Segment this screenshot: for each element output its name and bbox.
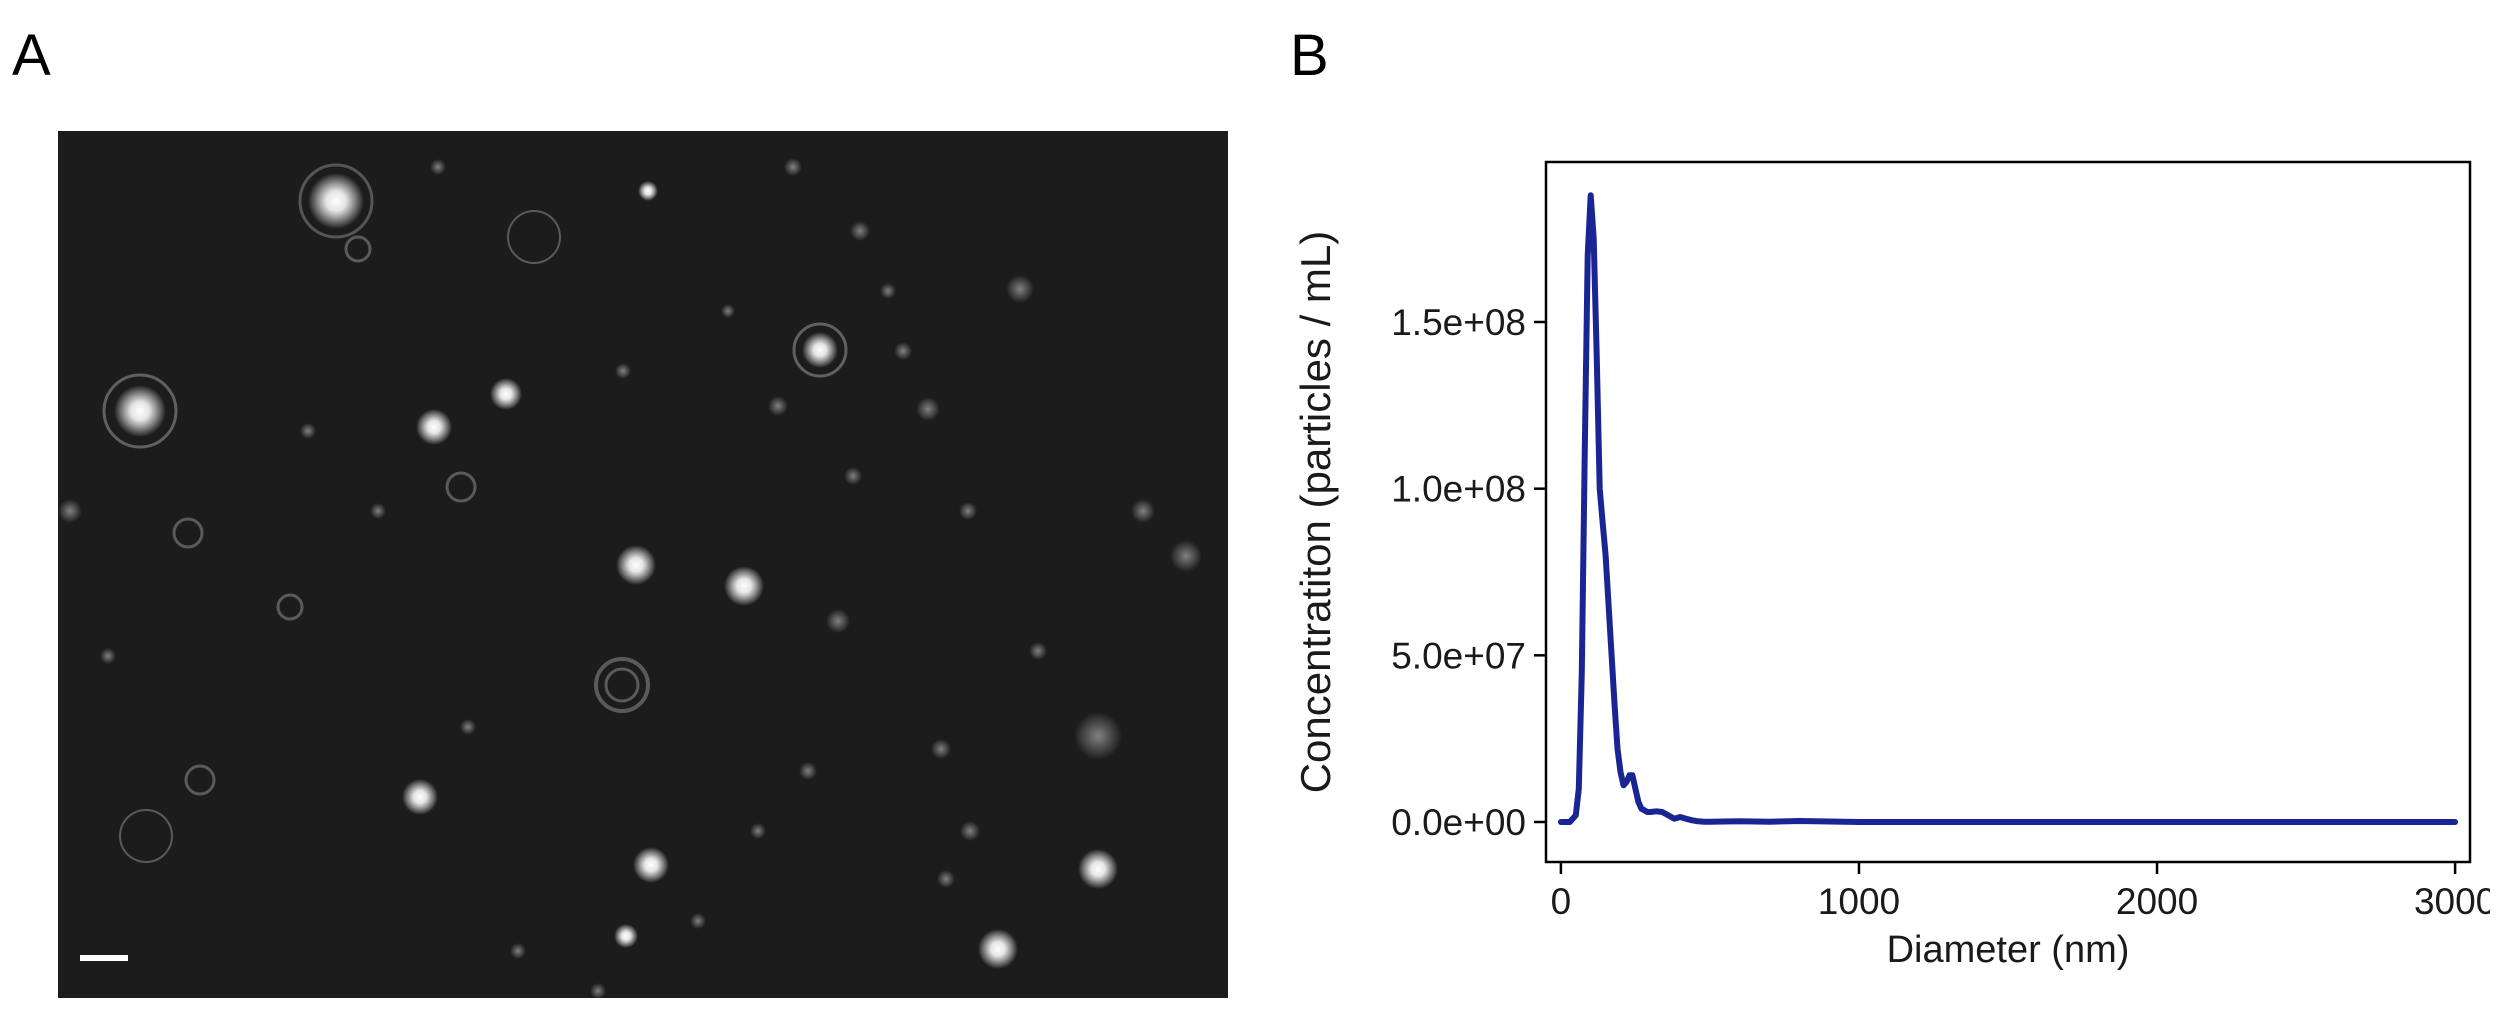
chart-svg: 0.0e+00 5.0e+07 1.0e+08 1.5e+08 0 1000 2000 30…: [1292, 160, 2496, 971]
scale-bar: [80, 955, 128, 961]
faint-particles: [58, 158, 1202, 998]
ringed-particles: [119, 210, 650, 863]
nanoparticle-micrograph: [58, 131, 1228, 998]
y-tick-label: 0.0e+00: [1391, 802, 1526, 843]
bright-particles: [102, 163, 1118, 969]
y-axis: 0.0e+00 5.0e+07 1.0e+08 1.5e+08: [1391, 302, 1546, 843]
plot-frame: [1544, 160, 2472, 864]
y-tick-label: 5.0e+07: [1391, 635, 1526, 676]
size-distribution-chart: 0.0e+00 5.0e+07 1.0e+08 1.5e+08 0 1000 2000 30…: [1290, 120, 2496, 1000]
series-line: [1557, 192, 2459, 825]
x-tick-label: 3000: [2414, 881, 2490, 922]
x-tick-label: 0: [1551, 881, 1572, 922]
micrograph-image: [58, 131, 1228, 998]
x-axis: 0 1000 2000 3000: [1551, 862, 2496, 922]
x-tick-label: 1000: [1818, 881, 1900, 922]
y-tick-label: 1.0e+08: [1391, 469, 1526, 510]
x-tick-label: 2000: [2116, 881, 2198, 922]
y-axis-label: Concentratiton (particles / mL): [1292, 231, 1339, 794]
panel-label-b: B: [1290, 23, 1329, 88]
x-axis-label: Diameter (nm): [1887, 929, 2130, 971]
y-tick-label: 1.5e+08: [1391, 302, 1526, 343]
panel-label-a: A: [12, 23, 51, 88]
